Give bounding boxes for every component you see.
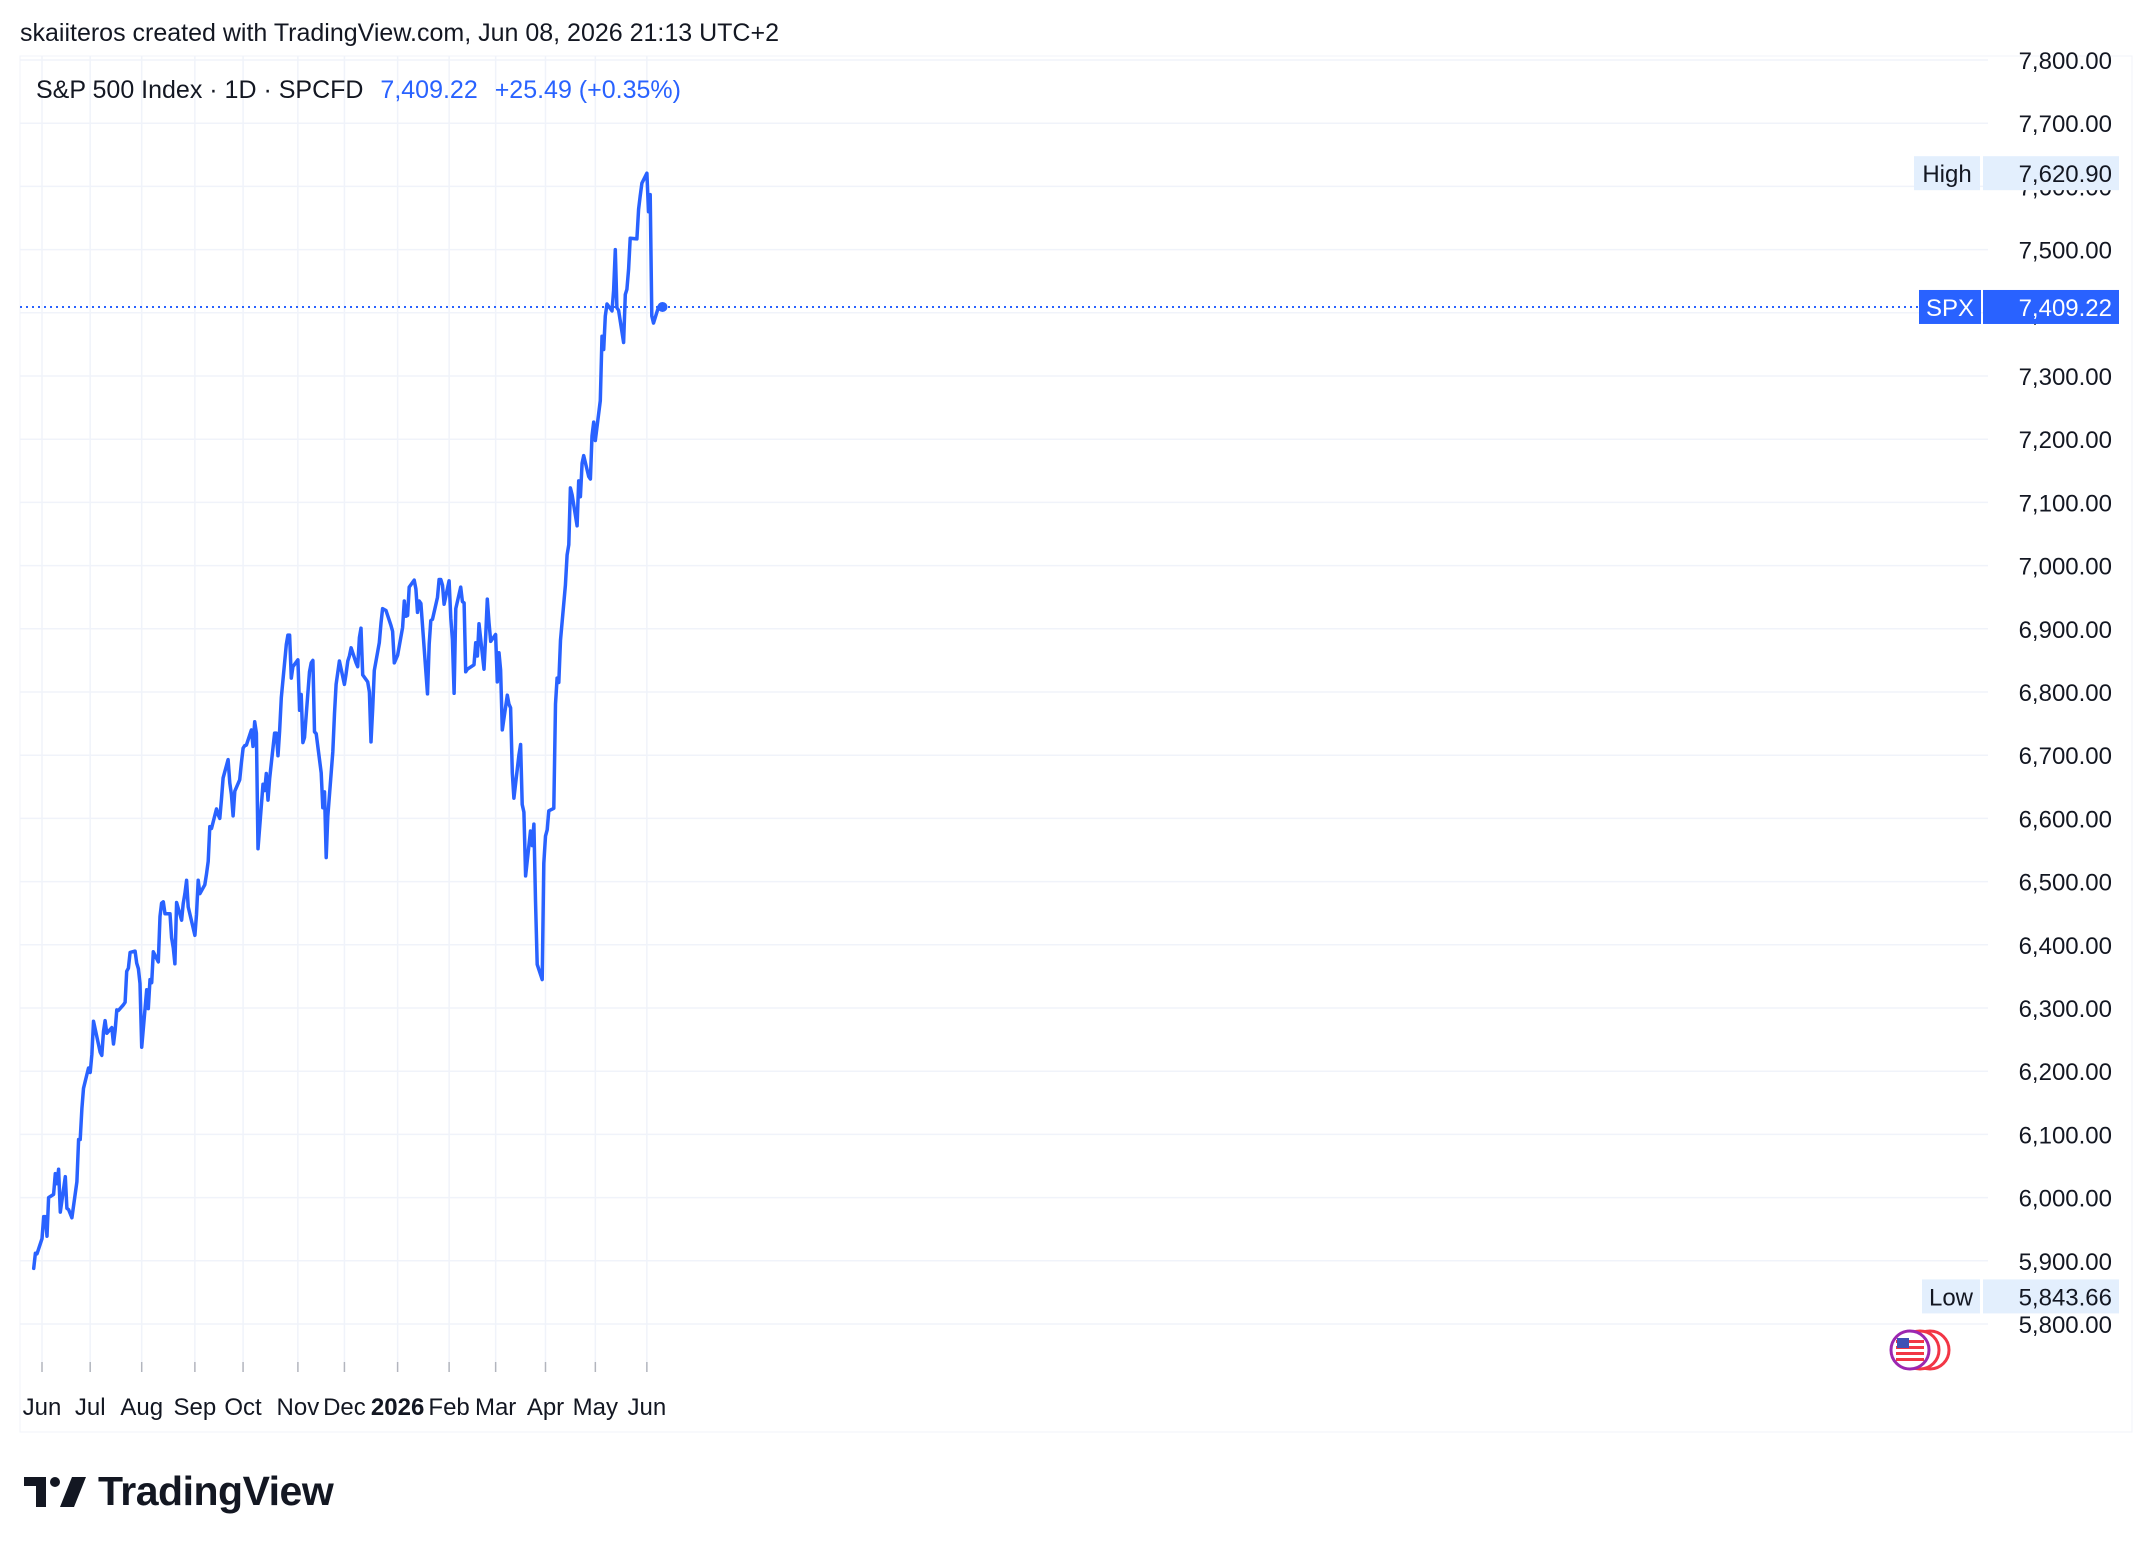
spx-badge-value-bg — [1983, 289, 2119, 324]
x-tick-label: Jun — [23, 1394, 62, 1421]
y-tick-label: 7,700.00 — [2019, 111, 2112, 138]
tradingview-wordmark: TradingView — [98, 1468, 334, 1514]
y-tick-label: 6,000.00 — [2019, 1186, 2112, 1213]
y-tick-label: 7,100.00 — [2019, 490, 2112, 517]
low-badge-value-bg — [1983, 1279, 2119, 1314]
symbol-title: S&P 500 Index · 1D · SPCFD — [36, 76, 364, 104]
y-tick-label: 6,200.00 — [2019, 1059, 2112, 1086]
price-series — [31, 171, 661, 1271]
x-tick-label: Apr — [527, 1394, 564, 1421]
y-tick-label: 6,300.00 — [2019, 996, 2112, 1023]
spx-badge-label-bg — [1919, 289, 1981, 324]
y-tick-label: 6,900.00 — [2019, 617, 2112, 644]
y-tick-label: 6,500.00 — [2019, 870, 2112, 897]
y-tick-label: 7,300.00 — [2019, 364, 2112, 391]
x-tick-label: May — [573, 1394, 618, 1421]
x-tick-label: Oct — [224, 1394, 262, 1421]
x-tick-label: Nov — [277, 1394, 320, 1421]
x-tick-label: Mar — [475, 1394, 516, 1421]
low-badge-value: 5,843.66 — [2019, 1284, 2112, 1311]
time-axis: Jun Jul Aug Sep Oct Nov Dec 2026 Feb Mar Apr May Jun — [23, 1362, 667, 1421]
high-badge-label-bg — [1914, 156, 1980, 191]
flag-stripe — [1896, 1352, 1924, 1355]
flag-stripe — [1896, 1358, 1924, 1361]
y-tick-label: 5,900.00 — [2019, 1249, 2112, 1276]
y-tick-label: 7,500.00 — [2019, 238, 2112, 265]
y-tick-label: 6,100.00 — [2019, 1122, 2112, 1149]
x-tick-label: Jul — [75, 1394, 106, 1421]
y-tick-label: 6,800.00 — [2019, 680, 2112, 707]
legend-change: +25.49 (+0.35%) — [494, 76, 681, 104]
y-tick-label: 6,700.00 — [2019, 743, 2112, 770]
us-flag-icon — [1889, 1329, 1951, 1371]
y-tick-label: 7,200.00 — [2019, 427, 2112, 454]
low-badge-label-bg — [1922, 1279, 1980, 1314]
tradingview-logo-icon — [24, 1476, 86, 1507]
x-tick-label: Sep — [174, 1394, 217, 1421]
flag-stripe — [1896, 1346, 1924, 1349]
symbol-legend: S&P 500 Index · 1D · SPCFD 7,409.22 +25.… — [36, 76, 681, 105]
chart-grid — [19, 55, 2133, 1433]
high-badge-label: High — [1922, 161, 1971, 188]
x-tick-label: Feb — [428, 1394, 469, 1421]
y-tick-label: 6,600.00 — [2019, 806, 2112, 833]
legend-last-price: 7,409.22 — [380, 76, 478, 104]
price-markers: SPX 7,409.22 High 7,620.90 Low 5,843.66 — [20, 156, 2119, 1314]
tradingview-logo[interactable]: TradingView — [24, 1468, 334, 1515]
chart-frame — [19, 55, 2133, 1433]
spx-price-line — [31, 171, 661, 1271]
x-tick-label: 2026 — [371, 1394, 424, 1421]
x-tick-label: Jun — [628, 1394, 667, 1421]
last-price-dot — [657, 301, 668, 312]
spx-badge-label: SPX — [1926, 295, 1974, 322]
low-badge-label: Low — [1929, 1284, 1974, 1311]
y-tick-label: 7,000.00 — [2019, 554, 2112, 581]
y-tick-label: 7,800.00 — [2019, 48, 2112, 75]
high-badge-value-bg — [1983, 156, 2119, 191]
x-tick-label: Dec — [323, 1394, 366, 1421]
flag-stripe — [1896, 1340, 1924, 1343]
flag-ring-front — [1889, 1329, 1931, 1371]
y-tick-label: 6,400.00 — [2019, 933, 2112, 960]
x-tick-label: Aug — [120, 1394, 163, 1421]
high-badge-value: 7,620.90 — [2019, 161, 2112, 188]
y-tick-label: 5,800.00 — [2019, 1312, 2112, 1339]
chart-attribution: skaiiteros created with TradingView.com,… — [20, 19, 779, 47]
spx-badge-value: 7,409.22 — [2019, 295, 2112, 322]
flag-canton — [1897, 1338, 1909, 1348]
price-axis: 7,800.007,700.007,600.007,500.007,400.00… — [2019, 48, 2112, 1339]
